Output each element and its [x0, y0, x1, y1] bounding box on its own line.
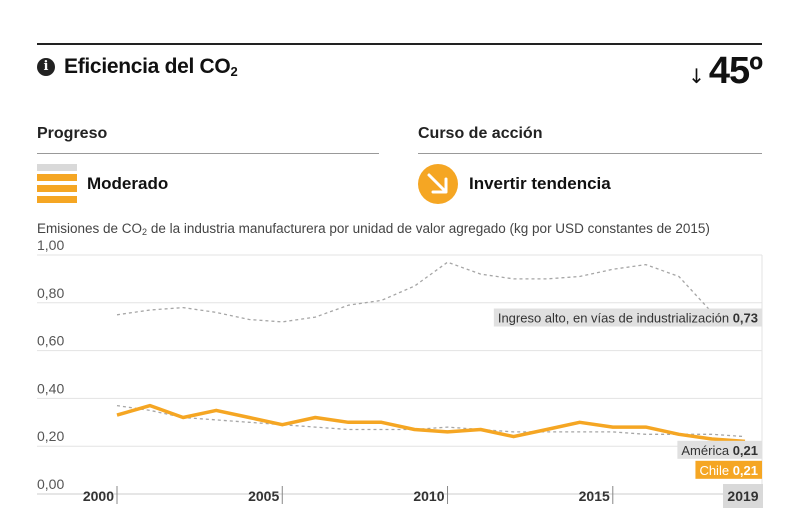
progress-label: Progreso — [37, 125, 108, 142]
x-tick-highlight — [723, 484, 763, 508]
reverse-trend-arrow-icon — [418, 164, 458, 204]
x-tick-label: 2015 — [579, 488, 610, 504]
page-title: Eficiencia del CO2 — [64, 55, 238, 79]
progress-divider — [37, 153, 379, 154]
chart-subtitle: Emisiones de CO2 de la industria manufac… — [37, 221, 710, 237]
title-block: i Eficiencia del CO2 — [37, 55, 238, 79]
x-tick-label: 2010 — [413, 488, 444, 504]
progress-bars-icon — [37, 164, 77, 203]
series-end-value: 0,21 — [733, 463, 758, 478]
series-line — [116, 261, 746, 325]
course-value: Invertir tendencia — [469, 174, 611, 193]
chart-subtitle-post: de la industria manufacturera por unidad… — [147, 221, 710, 236]
series-end-label: América 0,21 — [677, 440, 762, 459]
series-line — [116, 403, 746, 444]
down-arrow-icon: ↓ — [688, 64, 705, 88]
series-end-label-bg — [695, 460, 762, 479]
progress-value: Moderado — [87, 174, 169, 193]
series-end-label: Chile 0,21 — [695, 460, 762, 479]
chart-subtitle-sub: 2 — [142, 227, 148, 237]
series-end-label-text: Ingreso alto, en vías de industrializaci… — [498, 311, 758, 326]
course-divider — [418, 153, 762, 154]
series-end-label-bg — [493, 308, 762, 327]
series-name: Chile — [699, 463, 732, 478]
rank-block: ↓ 45º — [688, 50, 763, 93]
y-tick-label: 0,60 — [37, 333, 64, 349]
title-subscript: 2 — [230, 64, 238, 79]
series-end-label: Ingreso alto, en vías de industrializaci… — [493, 308, 762, 327]
series-end-label-bg — [677, 440, 762, 459]
top-rule — [37, 43, 762, 45]
series-name: Ingreso alto, en vías de industrializaci… — [498, 311, 733, 326]
y-tick-label: 0,80 — [37, 285, 64, 301]
y-tick-label: 0,20 — [37, 428, 64, 444]
series-end-value: 0,21 — [733, 443, 758, 458]
course-label: Curso de acción — [418, 125, 543, 142]
y-tick-label: 0,40 — [37, 380, 64, 396]
chart-subtitle-pre: Emisiones de CO — [37, 221, 143, 236]
series-end-value: 0,73 — [733, 311, 758, 326]
info-icon[interactable]: i — [37, 58, 55, 76]
x-tick-label: 2019 — [727, 488, 758, 504]
title-main: Eficiencia del CO — [64, 55, 231, 78]
series-end-label-text: Chile 0,21 — [699, 463, 758, 478]
y-tick-label: 0,00 — [37, 476, 64, 492]
line-chart: 1,00 0,80 0,60 0,40 0,20 0,00 2000 2005 2010 2015… — [37, 240, 763, 508]
series-name: América — [681, 443, 732, 458]
series-end-label-text: América 0,21 — [681, 443, 758, 458]
x-tick-label: 2000 — [83, 488, 114, 504]
rank-value: 45º — [708, 50, 763, 92]
y-tick-label: 1,00 — [37, 240, 64, 253]
x-tick-label: 2005 — [248, 488, 279, 504]
